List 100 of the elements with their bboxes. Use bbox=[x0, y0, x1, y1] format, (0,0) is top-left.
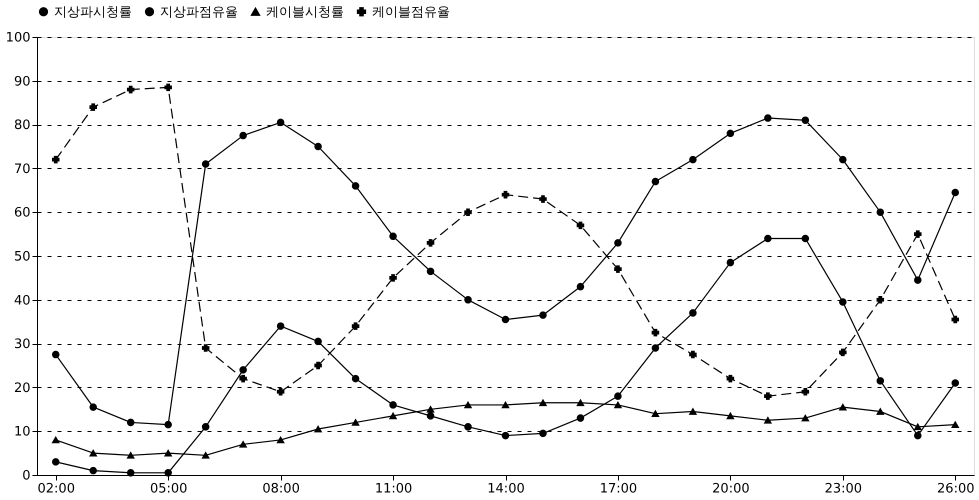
point bbox=[276, 436, 284, 444]
point bbox=[276, 322, 284, 330]
y-tick-label: 60 bbox=[14, 206, 30, 221]
point bbox=[876, 408, 884, 415]
x-tick-label: 05:00 bbox=[150, 482, 188, 496]
point bbox=[614, 265, 622, 273]
point bbox=[502, 190, 510, 198]
point bbox=[202, 452, 210, 459]
point bbox=[164, 469, 172, 477]
point bbox=[352, 322, 360, 330]
y-tick-label: 80 bbox=[14, 118, 30, 134]
point bbox=[389, 274, 397, 282]
point bbox=[89, 466, 97, 474]
point bbox=[726, 130, 734, 138]
point bbox=[314, 362, 322, 370]
point bbox=[502, 402, 510, 408]
point bbox=[614, 392, 622, 400]
point bbox=[839, 156, 847, 164]
point bbox=[764, 416, 772, 424]
point bbox=[426, 239, 434, 247]
point bbox=[52, 156, 60, 164]
point bbox=[952, 421, 960, 428]
point bbox=[802, 414, 810, 422]
point bbox=[576, 282, 584, 290]
point bbox=[89, 403, 97, 411]
point bbox=[164, 450, 172, 456]
x-tick-label: 14:00 bbox=[487, 482, 525, 496]
x-tick-label: 17:00 bbox=[600, 482, 638, 496]
x-tick-label: 08:00 bbox=[262, 482, 300, 496]
point bbox=[802, 388, 810, 396]
point bbox=[502, 316, 510, 324]
point bbox=[89, 103, 97, 111]
point bbox=[689, 309, 697, 317]
point bbox=[389, 401, 397, 409]
point bbox=[914, 230, 922, 238]
point bbox=[502, 432, 510, 440]
point bbox=[539, 430, 547, 438]
y-tick-label: 90 bbox=[14, 74, 30, 90]
point bbox=[689, 408, 697, 415]
point bbox=[652, 178, 660, 186]
point bbox=[426, 412, 434, 420]
legend-label: 지상파점유율 bbox=[160, 4, 238, 20]
x-tick-label: 02:00 bbox=[38, 482, 75, 496]
point bbox=[802, 116, 810, 124]
point bbox=[464, 423, 472, 431]
y-tick-label: 10 bbox=[14, 424, 30, 440]
x-tick-label: 23:00 bbox=[824, 482, 862, 496]
point bbox=[276, 388, 284, 396]
point bbox=[202, 160, 210, 168]
point bbox=[576, 414, 584, 422]
point bbox=[652, 328, 660, 336]
point bbox=[576, 222, 584, 230]
point bbox=[689, 350, 697, 358]
point bbox=[839, 404, 847, 410]
point bbox=[389, 412, 397, 420]
point bbox=[839, 298, 847, 306]
point bbox=[802, 234, 810, 242]
point bbox=[576, 399, 584, 406]
point bbox=[614, 239, 622, 247]
y-tick-label: 100 bbox=[6, 30, 30, 46]
point bbox=[164, 420, 172, 428]
point bbox=[952, 316, 960, 324]
point bbox=[426, 268, 434, 276]
point bbox=[314, 426, 322, 432]
point bbox=[764, 234, 772, 242]
point bbox=[876, 296, 884, 304]
point bbox=[614, 402, 622, 408]
legend-label: 지상파시청률 bbox=[54, 4, 132, 20]
point bbox=[126, 418, 134, 426]
point bbox=[239, 132, 247, 140]
point bbox=[164, 84, 172, 92]
point bbox=[352, 419, 360, 426]
point bbox=[202, 344, 210, 352]
y-tick-label: 0 bbox=[22, 468, 30, 484]
point bbox=[914, 423, 922, 430]
point bbox=[726, 412, 734, 420]
point bbox=[952, 188, 960, 196]
point bbox=[426, 406, 434, 413]
point bbox=[276, 118, 284, 126]
point bbox=[52, 436, 60, 444]
point bbox=[314, 338, 322, 346]
y-tick-label: 40 bbox=[14, 293, 30, 308]
point bbox=[239, 374, 247, 382]
point bbox=[839, 348, 847, 356]
point bbox=[764, 114, 772, 122]
y-tick-label: 30 bbox=[14, 337, 30, 352]
point bbox=[464, 402, 472, 408]
point bbox=[652, 410, 660, 418]
point bbox=[52, 458, 60, 466]
point bbox=[314, 142, 322, 150]
point bbox=[652, 344, 660, 352]
point bbox=[202, 423, 210, 431]
point bbox=[89, 450, 97, 456]
point bbox=[689, 156, 697, 164]
x-tick-label: 20:00 bbox=[712, 482, 750, 496]
x-tick-label: 26:00 bbox=[937, 482, 974, 496]
point bbox=[952, 379, 960, 387]
point bbox=[539, 311, 547, 319]
point bbox=[352, 182, 360, 190]
point bbox=[126, 469, 134, 477]
